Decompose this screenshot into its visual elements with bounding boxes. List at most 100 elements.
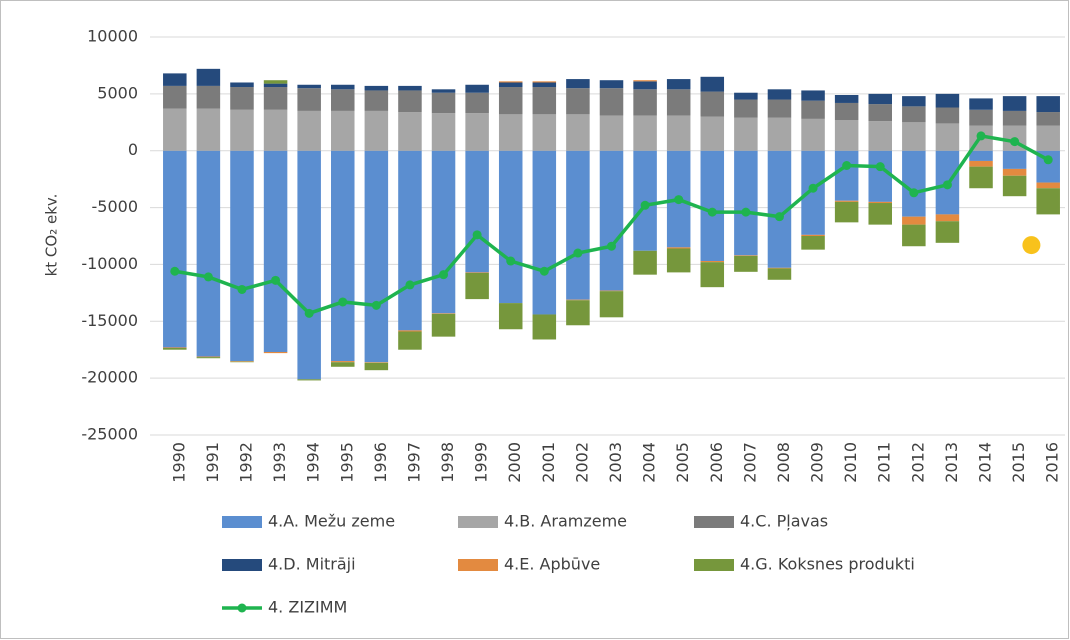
line-marker [472, 230, 482, 240]
bar-segment [1002, 110, 1027, 126]
y-tick-label: -15000 [81, 311, 138, 330]
bar-segment [767, 89, 792, 100]
x-tick-label: 2007 [740, 442, 759, 483]
bar-segment [230, 82, 254, 88]
bar-segment [935, 93, 960, 108]
legend-label: 4.B. Aramzeme [504, 512, 627, 531]
bar-segment [1036, 150, 1060, 183]
x-tick-label: 2002 [572, 442, 591, 483]
bar-segment [566, 79, 590, 89]
bar-segment [1002, 168, 1027, 176]
line-marker [237, 284, 247, 294]
bar-segment [868, 121, 892, 151]
bar-segment [566, 300, 590, 326]
bar-segment [633, 80, 657, 82]
bar-segment [263, 87, 288, 110]
bar-segment [263, 109, 288, 151]
bar-segment [196, 85, 221, 109]
x-tick-label: 1996 [371, 442, 390, 483]
bar-segment [498, 81, 523, 83]
bar-segment [599, 88, 624, 116]
bar-segment [297, 150, 321, 380]
bar-segment [834, 94, 859, 103]
bar-segment [1036, 188, 1060, 215]
line-marker [304, 308, 314, 318]
bar-segment [868, 201, 892, 204]
legend-label: 4.A. Mežu zeme [268, 512, 395, 531]
y-tick-label: 5000 [97, 83, 138, 102]
y-axis-label: kt CO₂ ekv. [43, 194, 61, 277]
legend-label: 4.C. Pļavas [740, 512, 828, 531]
bar-segment [465, 92, 489, 114]
bar-segment [532, 87, 557, 115]
x-tick-label: 2000 [505, 442, 524, 483]
bar-segment [498, 82, 523, 88]
bar-segment [364, 85, 389, 91]
bar-segment [498, 87, 523, 115]
bar-segment [163, 150, 187, 348]
bar-segment [633, 250, 657, 275]
bar-segment [566, 114, 590, 151]
legend-swatch [458, 516, 498, 528]
bar-segment [599, 80, 624, 89]
bar-segment [801, 150, 825, 235]
bar-segment [969, 160, 993, 167]
line-marker [1043, 155, 1053, 165]
bar-segment [834, 150, 859, 201]
line-marker [338, 297, 348, 307]
bar-segment [868, 150, 892, 202]
bar-segment [230, 109, 254, 151]
line-marker [405, 280, 415, 290]
bar-segment [801, 90, 825, 101]
y-tick-label: -25000 [81, 425, 138, 444]
bar-segment [364, 110, 389, 151]
bar-segment [566, 299, 590, 301]
bar-segment [633, 81, 657, 90]
bar-segment [801, 118, 825, 151]
line-marker [607, 241, 616, 251]
bar-segment [196, 150, 221, 357]
bar-segment [599, 291, 624, 318]
y-tick-label: -5000 [92, 197, 139, 216]
bar-segment [465, 272, 489, 273]
bar-segment [902, 150, 926, 217]
bar-segment [969, 98, 993, 110]
bar-segment [734, 255, 758, 256]
legend-swatch [458, 559, 498, 571]
x-tick-label: 2011 [875, 442, 894, 483]
x-tick-label: 2003 [606, 442, 625, 483]
bar-segment [935, 221, 960, 243]
bar-segment [398, 85, 422, 91]
x-tick-label: 2016 [1043, 442, 1062, 483]
x-tick-label: 1998 [438, 442, 457, 483]
x-tick-label: 2013 [942, 442, 961, 483]
line-marker [707, 207, 717, 217]
x-tick-label: 2006 [707, 442, 726, 483]
bar-segment [633, 115, 657, 151]
line-marker [573, 248, 583, 258]
bar-segment [331, 362, 355, 367]
bar-segment [431, 313, 456, 314]
y-tick-label: 0 [128, 140, 138, 159]
legend-label: 4. ZIZIMM [268, 598, 347, 617]
bar-segment [431, 89, 456, 93]
line-marker [506, 256, 516, 266]
bar-segment [935, 123, 960, 151]
bar-segment [734, 99, 758, 118]
x-tick-label: 2001 [539, 442, 558, 483]
x-tick-label: 1993 [270, 442, 289, 483]
bar-segment [599, 290, 624, 292]
bar-segment [163, 108, 187, 151]
bar-segment [263, 83, 288, 88]
bar-segment [868, 104, 892, 122]
bar-segment [801, 234, 825, 236]
bar-segment [633, 150, 657, 251]
bar-segment [868, 203, 892, 225]
bar-segment [364, 150, 389, 363]
x-tick-label: 1995 [337, 442, 356, 483]
bar-segment [734, 92, 758, 100]
line-marker [203, 272, 213, 282]
bar-segment [902, 224, 926, 247]
line-marker [674, 195, 684, 205]
x-tick-label: 2015 [1009, 442, 1028, 483]
